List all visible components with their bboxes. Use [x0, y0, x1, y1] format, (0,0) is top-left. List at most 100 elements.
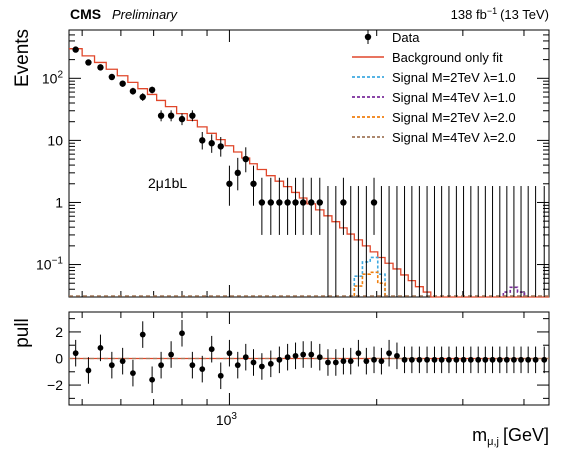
legend-label: Signal M=2TeV λ=1.0 — [392, 70, 516, 85]
pull-point — [355, 350, 362, 357]
data-point — [267, 199, 275, 206]
data-point — [226, 180, 233, 187]
data-point — [308, 199, 315, 206]
pull-point — [378, 358, 385, 365]
pull-point — [250, 359, 257, 366]
pull-point — [242, 354, 249, 361]
pull-point — [332, 359, 339, 366]
pull-point — [525, 356, 532, 363]
pull-point — [394, 352, 400, 359]
pull-point — [532, 356, 539, 363]
data-point — [85, 59, 92, 66]
pull-point — [453, 356, 460, 363]
data-point — [167, 112, 175, 119]
pull-point — [460, 356, 467, 363]
y-tick-label: 10 — [47, 132, 63, 148]
pull-point — [199, 366, 206, 373]
main-plot-frame — [68, 29, 550, 298]
pull-point — [108, 362, 115, 369]
data-point — [217, 143, 224, 150]
pull-point — [340, 358, 347, 365]
pull-point — [284, 354, 291, 361]
legend-label: Signal M=4TeV λ=2.0 — [392, 130, 516, 145]
signal-line-2 — [502, 286, 526, 296]
pull-point — [179, 330, 185, 337]
signal-line-1 — [353, 256, 386, 296]
legend-label: Signal M=4TeV λ=1.0 — [392, 90, 516, 105]
pull-point — [258, 363, 265, 370]
pull-point — [119, 358, 126, 365]
legend-label: Signal M=2TeV λ=2.0 — [392, 110, 516, 125]
pull-point — [325, 359, 331, 366]
data-point — [276, 199, 283, 206]
pull-point — [371, 356, 377, 363]
pull-y-tick-label: −2 — [47, 377, 63, 393]
pull-point — [489, 356, 496, 363]
data-point — [258, 199, 266, 206]
pull-point — [72, 350, 79, 357]
data-point — [284, 199, 291, 206]
pull-point — [446, 356, 452, 363]
data-point — [199, 137, 206, 144]
y-axis-label-events: Events — [12, 29, 33, 87]
y-tick-label: 10−1 — [36, 256, 63, 273]
y-tick-label: 1 — [55, 194, 63, 210]
data-point — [178, 115, 186, 123]
pull-point — [208, 346, 215, 353]
pull-point — [482, 356, 489, 363]
data-point — [157, 112, 165, 119]
data-point — [292, 199, 299, 206]
data-point — [370, 199, 378, 206]
data-point — [208, 140, 215, 147]
pull-point — [149, 376, 156, 383]
pull-point — [347, 358, 354, 365]
pull-point — [511, 356, 517, 363]
data-point — [139, 93, 146, 101]
pull-point — [408, 356, 415, 363]
data-point — [119, 80, 126, 87]
pull-point — [416, 356, 423, 363]
background-fit-line — [69, 48, 549, 298]
data-point — [148, 86, 156, 94]
data-point — [316, 199, 323, 206]
data-point — [72, 46, 79, 53]
pull-point — [276, 356, 283, 363]
data-point — [250, 180, 257, 187]
preliminary-label: Preliminary — [112, 7, 179, 22]
pull-series — [69, 319, 549, 394]
pull-point — [234, 362, 241, 369]
data-point — [234, 169, 241, 177]
legend-data-marker — [364, 33, 372, 41]
pull-point — [308, 351, 315, 358]
pull-point — [401, 356, 408, 363]
pull-point — [97, 344, 104, 351]
cms-label: CMS — [70, 6, 101, 22]
pull-point — [85, 367, 92, 374]
pull-point — [541, 356, 548, 363]
pull-point — [386, 350, 392, 357]
y-axis-label-pull: pull — [12, 318, 33, 348]
pull-point — [300, 351, 307, 358]
y-tick-label: 102 — [42, 69, 64, 86]
data-point — [340, 199, 347, 206]
pull-axis-ticks: 103 −2 0 2 — [47, 312, 549, 428]
signal-line-3 — [353, 271, 386, 296]
pull-point — [130, 370, 136, 377]
pull-point — [424, 356, 430, 363]
x-axis-label: mμ,j [GeV] — [472, 425, 549, 448]
data-point — [108, 73, 116, 81]
legend-label: Data — [392, 30, 420, 45]
pull-point — [503, 356, 510, 363]
main-axis-ticks: 10−1 1 10 102 — [36, 29, 549, 298]
pull-point — [431, 356, 438, 363]
pull-point — [217, 372, 224, 379]
pull-point — [316, 354, 323, 361]
data-point — [97, 64, 104, 71]
category-label: 2μ1bL — [148, 175, 187, 191]
pull-point — [189, 362, 196, 369]
pull-point — [438, 356, 445, 363]
pull-point — [292, 352, 299, 359]
pull-y-tick-label: 0 — [55, 351, 63, 367]
pull-y-tick-label: 2 — [55, 324, 63, 340]
